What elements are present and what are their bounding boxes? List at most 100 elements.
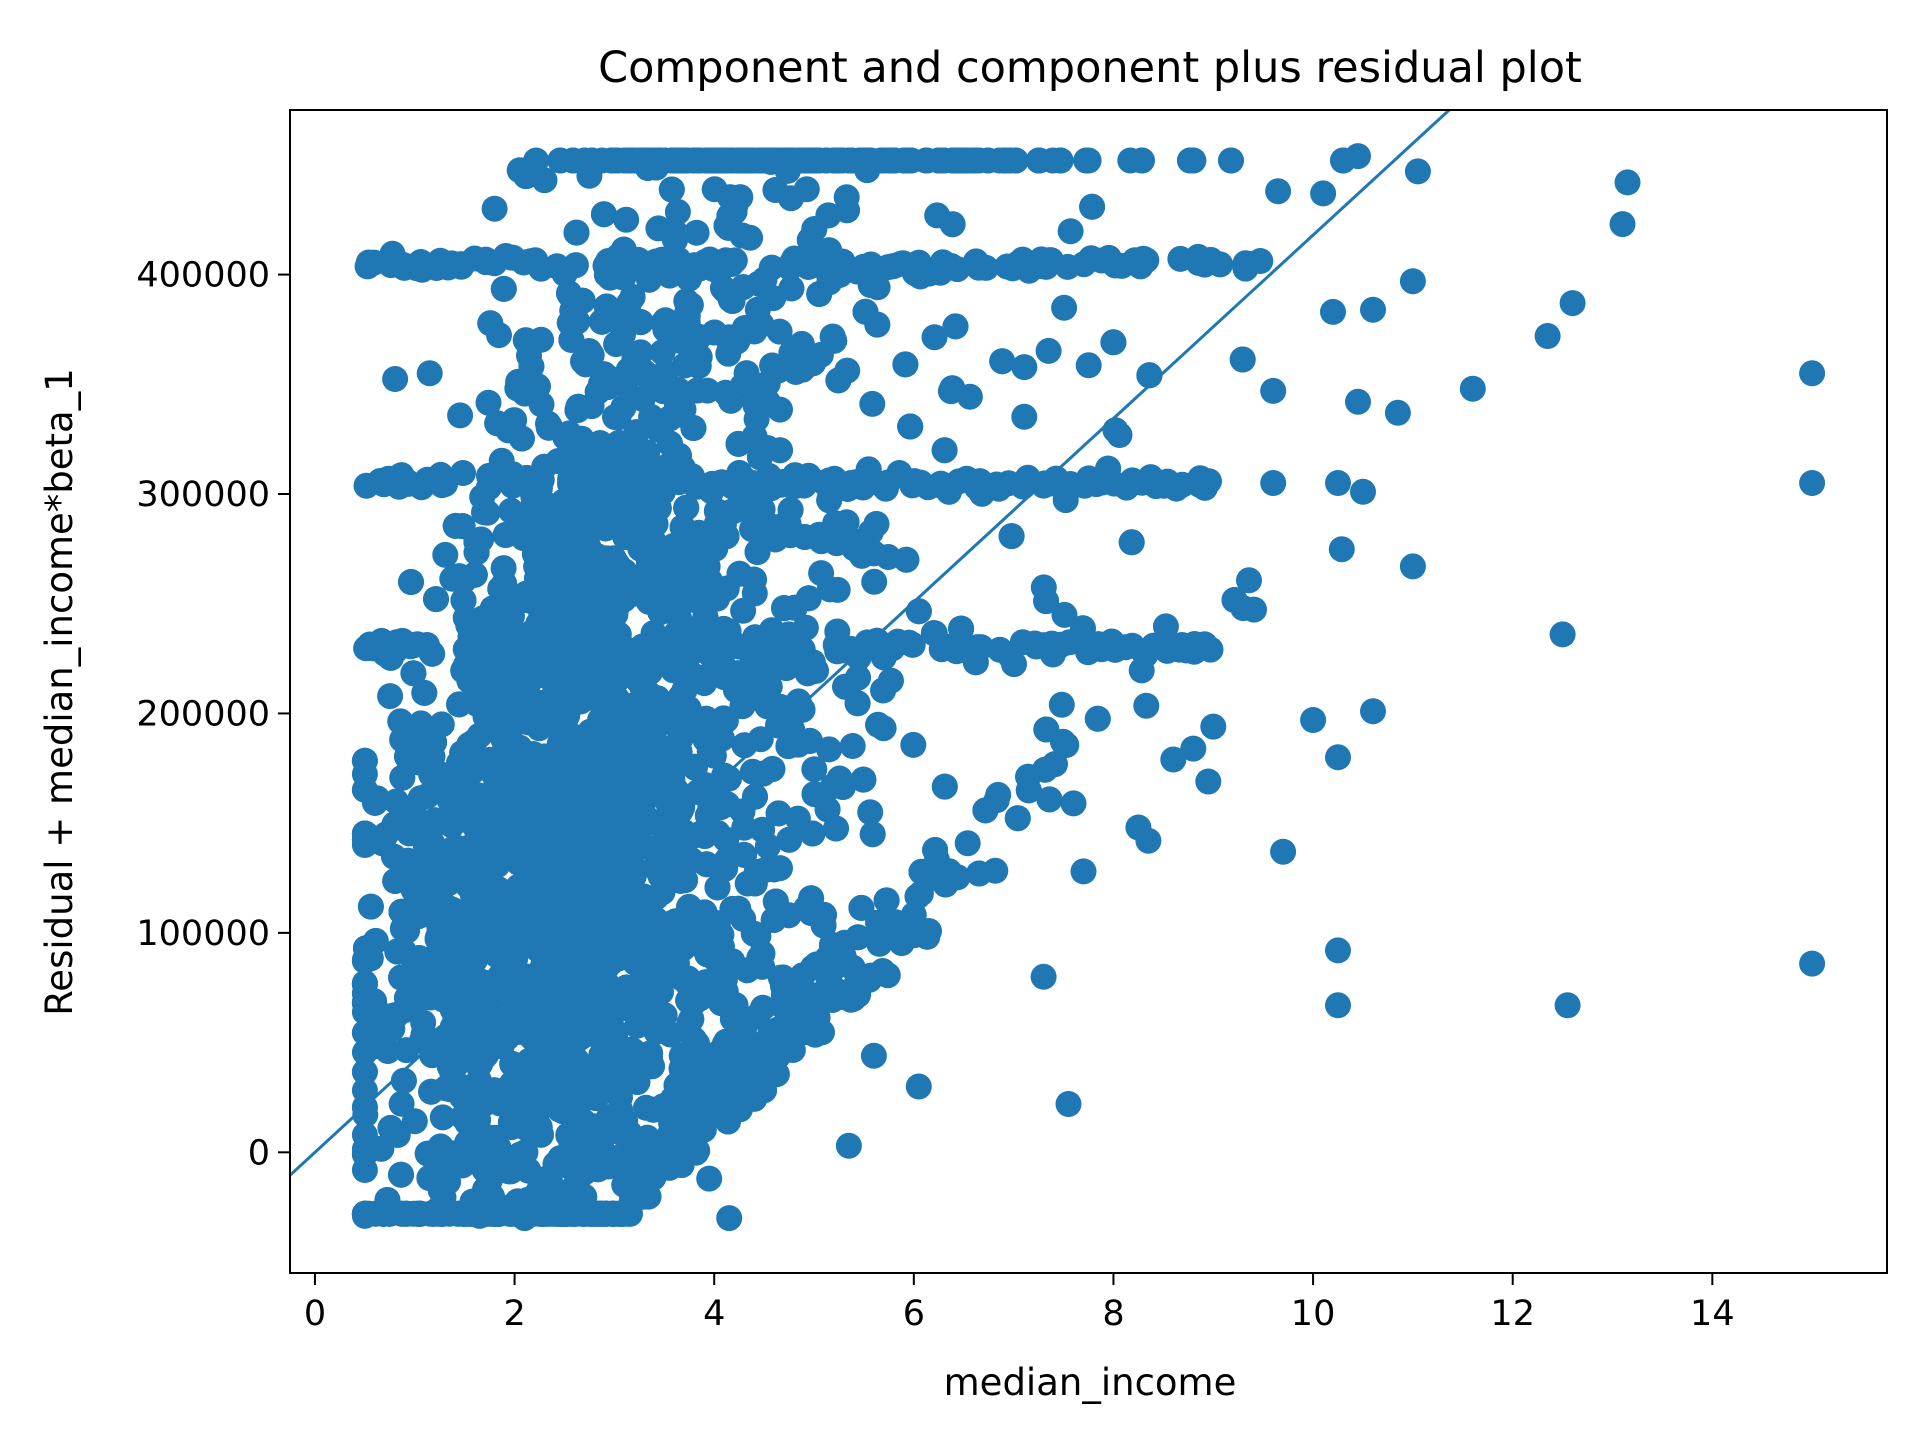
scatter-point: [388, 1161, 414, 1188]
scatter-point: [929, 249, 956, 276]
scatter-point: [590, 201, 617, 228]
scatter-point: [512, 1114, 539, 1141]
scatter-point: [1200, 713, 1227, 740]
scatter-point: [1036, 786, 1063, 813]
scatter-point: [760, 639, 787, 666]
scatter-point: [931, 773, 958, 800]
scatter-point: [822, 510, 849, 537]
scatter-point: [1002, 147, 1029, 174]
scatter-point: [547, 678, 573, 705]
scatter-point: [595, 248, 622, 274]
scatter-point: [477, 685, 504, 712]
scatter-point: [1057, 218, 1084, 245]
scatter-point: [357, 893, 384, 920]
scatter-point: [680, 911, 707, 938]
scatter-point: [386, 250, 413, 277]
scatter-point: [537, 555, 564, 582]
scatter-point: [760, 907, 787, 933]
scatter-point: [477, 657, 504, 684]
scatter-point: [463, 936, 490, 963]
scatter-point: [576, 782, 603, 809]
scatter-point: [1230, 595, 1257, 622]
scatter-point: [535, 414, 562, 441]
scatter-point: [384, 938, 411, 965]
scatter-point: [778, 275, 805, 302]
scatter-point: [383, 1001, 410, 1028]
scatter-point: [666, 469, 693, 496]
scatter-point: [863, 511, 890, 537]
scatter-point: [1015, 777, 1042, 804]
scatter-point: [1799, 950, 1826, 977]
scatter-point: [877, 667, 904, 694]
scatter-point: [491, 1017, 518, 1044]
scatter-point: [1128, 147, 1155, 174]
scatter-point: [397, 799, 424, 826]
scatter-point: [860, 1042, 887, 1069]
scatter-point: [1177, 147, 1203, 174]
scatter-point: [396, 714, 422, 741]
scatter-point: [421, 729, 448, 756]
scatter-point: [819, 986, 846, 1013]
scatter-point: [389, 764, 416, 791]
scatter-point: [630, 883, 657, 910]
x-tick-label: 14: [1690, 1294, 1735, 1334]
scatter-point: [866, 930, 893, 957]
scatter-point: [961, 147, 988, 174]
scatter-point: [475, 389, 502, 416]
scatter-point: [1218, 147, 1244, 174]
scatter-point: [693, 851, 720, 878]
scatter-point: [558, 1083, 585, 1110]
scatter-point: [461, 561, 488, 588]
scatter-point: [737, 372, 764, 399]
scatter-point: [538, 1068, 565, 1095]
scatter-point: [1345, 388, 1371, 415]
scatter-point: [621, 1154, 648, 1181]
scatter-point: [511, 1205, 538, 1232]
scatter-point: [865, 711, 891, 738]
scatter-point: [420, 892, 446, 919]
scatter-point: [731, 732, 758, 759]
scatter-point: [914, 923, 941, 950]
scatter-point: [1078, 245, 1105, 272]
scatter-point: [939, 375, 966, 402]
scatter-point: [585, 1052, 612, 1079]
scatter-point: [519, 1024, 546, 1051]
scatter-point: [765, 800, 792, 827]
scatter-point: [694, 941, 721, 968]
scatter-point: [1047, 147, 1074, 174]
scatter-point: [824, 638, 851, 665]
scatter-point: [565, 393, 592, 420]
scatter-point: [1459, 375, 1486, 402]
scatter-point: [647, 147, 674, 174]
scatter-point: [707, 1046, 734, 1073]
scatter-point: [1033, 588, 1060, 615]
scatter-point: [432, 541, 459, 568]
scatter-point: [739, 516, 766, 543]
scatter-point: [1614, 169, 1641, 196]
scatter-point: [691, 664, 718, 691]
scatter-point: [922, 837, 949, 863]
scatter-point: [997, 642, 1024, 669]
scatter-point: [693, 545, 719, 572]
scatter-point: [808, 253, 835, 280]
scatter-point: [1050, 728, 1077, 755]
scatter-point: [1186, 471, 1213, 498]
y-axis-label: Residual + median_income*beta_1: [38, 368, 81, 1015]
scatter-point: [1300, 707, 1327, 733]
scatter-point: [414, 850, 441, 877]
scatter-point: [618, 1186, 645, 1213]
scatter-point: [1011, 354, 1038, 381]
scatter-point: [731, 1041, 757, 1068]
scatter-point: [1075, 352, 1102, 379]
scatter-point: [553, 931, 580, 958]
scatter-point: [1384, 399, 1411, 426]
scatter-point: [795, 990, 822, 1017]
scatter-point: [755, 389, 782, 416]
scatter-point: [624, 1069, 651, 1095]
fit-line: [290, 110, 1452, 1177]
scatter-point: [796, 727, 823, 754]
scatter-point: [506, 759, 533, 786]
x-axis-ticks: 0 2 4 6 8 10 12 14: [304, 1273, 1735, 1334]
scatter-point: [722, 992, 749, 1019]
